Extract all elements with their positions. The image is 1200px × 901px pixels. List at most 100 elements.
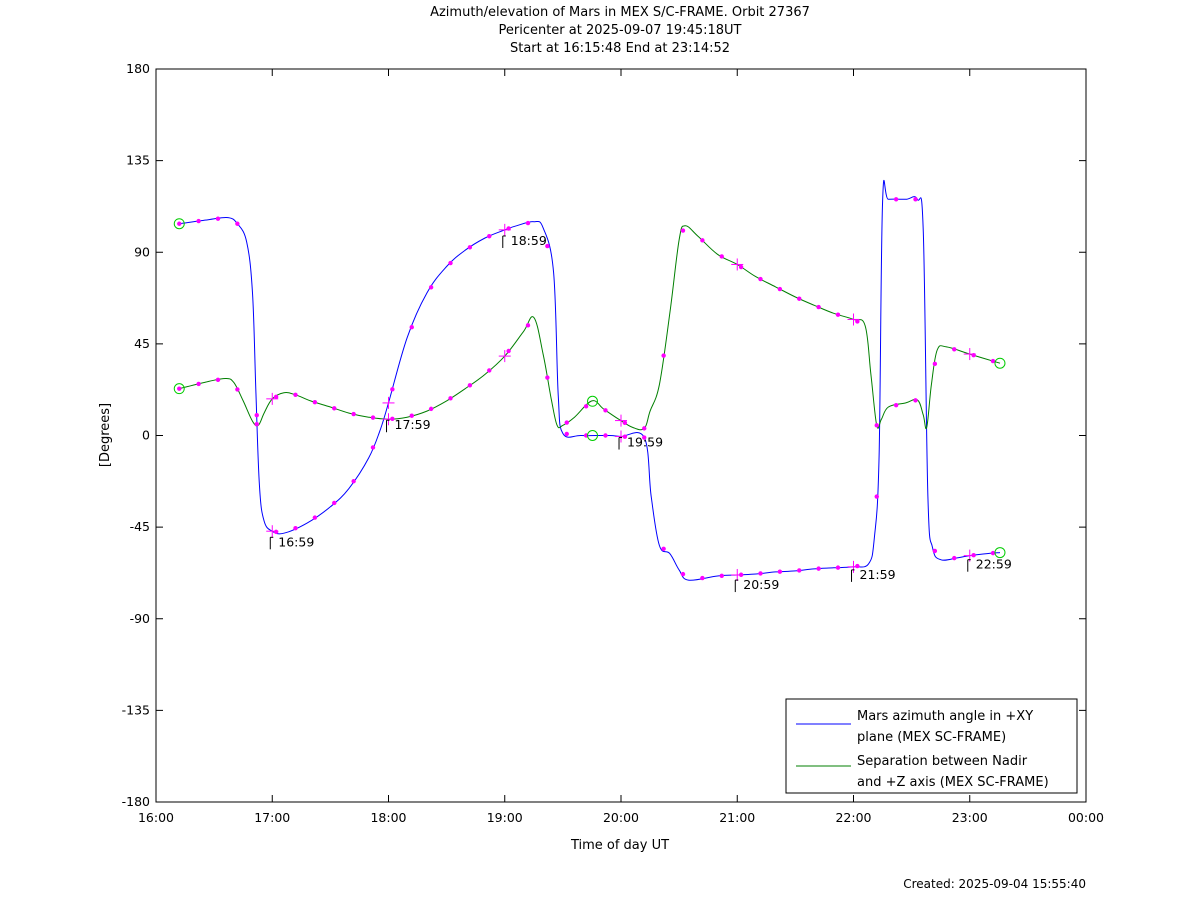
data-point-marker: [428, 285, 434, 290]
start-end-marker: [994, 357, 1006, 369]
data-point-marker: [642, 435, 647, 440]
data-point-marker: [816, 304, 821, 310]
data-point-marker: [564, 420, 569, 425]
x-tick-label: 23:00: [952, 810, 988, 825]
annotation-label: 21:59: [860, 567, 896, 582]
data-point-marker: [603, 408, 608, 413]
data-point-marker: [525, 323, 531, 328]
data-point-marker: [990, 550, 996, 556]
chart-subtitle-time-range: Start at 16:15:48 End at 23:14:52: [509, 41, 731, 56]
data-point-marker: [700, 575, 705, 581]
y-tick-label: 0: [142, 428, 150, 443]
data-point-marker: [545, 375, 550, 380]
data-point-marker: [215, 377, 221, 383]
data-point-marker: [990, 358, 996, 364]
data-point-marker: [913, 197, 918, 202]
x-tick-label: 00:00: [1068, 810, 1104, 825]
annotation-label: 17:59: [395, 417, 431, 432]
annotation-label: 18:59: [511, 233, 547, 248]
data-point-marker: [661, 546, 666, 551]
data-point-marker: [797, 568, 802, 573]
data-point-marker: [351, 479, 356, 484]
data-point-marker: [332, 500, 337, 506]
data-point-marker: [719, 254, 724, 259]
separation-series-line: [179, 225, 1001, 431]
data-point-marker: [196, 381, 201, 387]
data-point-marker: [835, 565, 841, 570]
data-point-marker: [448, 396, 453, 401]
data-point-marker: [835, 312, 841, 317]
data-point-marker: [332, 406, 337, 411]
data-point-marker: [254, 412, 259, 418]
y-tick-label: 45: [134, 336, 150, 351]
y-tick-label: -180: [122, 794, 150, 809]
data-point-marker: [467, 383, 473, 388]
data-point-marker: [467, 245, 473, 250]
data-point-marker: [235, 221, 240, 226]
azimuth-series-line: [179, 180, 1001, 581]
data-point-marker: [797, 296, 802, 301]
data-point-marker: [487, 234, 492, 239]
data-point-marker: [758, 276, 763, 282]
data-point-marker: [235, 387, 240, 392]
data-point-marker: [700, 238, 705, 243]
data-point-marker: [816, 566, 821, 571]
data-point-marker: [506, 348, 511, 354]
pericenter-marker: [587, 430, 599, 441]
legend-label-separation-line1: Separation between Nadir: [857, 754, 1028, 769]
plot-frame: [155, 68, 1087, 803]
data-point-marker: [855, 319, 860, 324]
legend-label-azimuth-line2: plane (MEX SC-FRAME): [857, 730, 1006, 745]
data-point-marker: [177, 221, 182, 226]
legend: Mars azimuth angle in +XY plane (MEX SC-…: [785, 698, 1078, 794]
data-point-marker: [564, 431, 569, 437]
data-point-marker: [428, 406, 434, 412]
x-tick-label: 22:00: [835, 810, 871, 825]
annotation-label: 22:59: [976, 557, 1012, 572]
data-point-marker: [622, 420, 628, 426]
data-point-marker: [893, 197, 899, 202]
chart-title: Azimuth/elevation of Mars in MEX S/C-FRA…: [430, 5, 810, 20]
data-point-marker: [661, 353, 666, 358]
data-point-marker: [370, 445, 376, 450]
data-point-marker: [409, 325, 414, 330]
data-point-marker: [370, 415, 376, 420]
data-point-marker: [409, 413, 414, 418]
data-point-marker: [932, 548, 938, 554]
chart-subtitle-pericenter: Pericenter at 2025-09-07 19:45:18UT: [498, 23, 742, 38]
series-markers: [173, 197, 1006, 581]
annotation-label: 19:59: [627, 435, 663, 450]
x-tick-label: 20:00: [603, 810, 639, 825]
data-point-marker: [777, 569, 783, 574]
data-point-marker: [448, 260, 453, 266]
data-point-marker: [390, 387, 395, 392]
data-point-marker: [312, 515, 318, 520]
start-end-marker: [994, 547, 1006, 559]
y-tick-label: 180: [126, 61, 150, 76]
data-point-marker: [719, 573, 724, 578]
y-axis-title: [Degrees]: [98, 403, 113, 467]
data-point-marker: [545, 243, 550, 249]
data-point-marker: [487, 368, 492, 373]
data-point-marker: [254, 422, 259, 427]
data-point-marker: [215, 216, 221, 221]
annotation-label: 20:59: [743, 577, 779, 592]
data-point-marker: [738, 264, 744, 270]
data-point-marker: [758, 571, 763, 576]
data-point-marker: [351, 411, 356, 417]
data-point-marker: [525, 220, 531, 226]
data-point-marker: [196, 218, 201, 224]
data-point-marker: [680, 228, 686, 233]
legend-label-separation-line2: and +Z axis (MEX SC-FRAME): [857, 775, 1049, 790]
data-point-marker: [177, 386, 182, 391]
data-point-marker: [777, 286, 783, 292]
pericenter-marker: [587, 395, 599, 407]
data-point-marker: [874, 423, 879, 428]
x-tick-label: 19:00: [487, 810, 523, 825]
data-point-marker: [952, 555, 957, 561]
y-tick-label: -135: [122, 702, 150, 717]
x-tick-label: 16:00: [138, 810, 174, 825]
x-tick-label: 18:00: [370, 810, 406, 825]
